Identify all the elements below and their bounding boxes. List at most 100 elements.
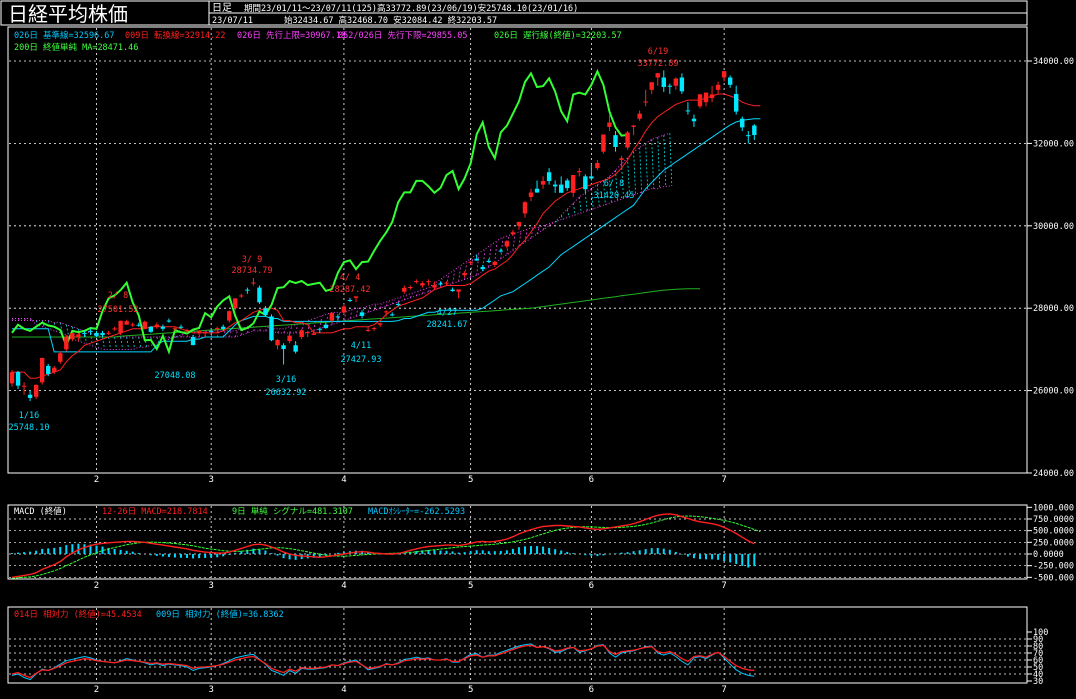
x-tick-label: 2 — [94, 685, 99, 695]
candle-body — [649, 82, 654, 90]
candle-body — [709, 94, 715, 99]
annotation-label: 4/11 — [351, 341, 371, 351]
legend-entry: 9日 単純 シグナル=481.3107 — [232, 506, 353, 517]
candle-body — [522, 202, 528, 214]
main-legend: 026日 基準線=32596.67 009日 転換線=32914.22 026日 先… — [14, 30, 622, 53]
candle-body — [565, 180, 570, 189]
legend-entry: MACDｵｼﾚｰﾀｰ=-262.5293 — [368, 507, 465, 517]
cloud-hatch — [397, 297, 401, 303]
cloud-hatch — [542, 225, 546, 231]
candle-body — [752, 125, 757, 136]
x-tick-label: 7 — [721, 685, 726, 695]
candle-body — [148, 326, 154, 332]
main-grid — [9, 28, 1026, 472]
cloud-hatch — [138, 336, 142, 348]
rsi14-line — [11, 644, 755, 679]
y-tick-label: 100 — [1033, 628, 1048, 638]
main-y-ticks: 34000.00 32000.00 30000.00 28000.00 26000.00… — [1027, 57, 1074, 479]
cloud-hatch — [645, 143, 649, 191]
candle-body — [552, 184, 558, 187]
candle-body — [311, 333, 316, 335]
cloud-hatch — [126, 336, 130, 350]
candle-body — [136, 324, 141, 326]
cloud-hatch — [65, 324, 69, 336]
cloud-hatch — [409, 293, 413, 299]
candle-body — [100, 332, 105, 336]
candle-body — [390, 314, 395, 316]
x-tick-label: 7 — [721, 581, 726, 591]
legend-entry: 12-26日 MACD=218.7814 — [102, 507, 208, 517]
cloud-hatch — [108, 336, 111, 350]
annotation-label: 2/ 8 — [108, 291, 128, 301]
annotation-value: 28734.79 — [232, 266, 273, 276]
candle-body — [595, 163, 600, 169]
cloud-hatch — [120, 336, 124, 350]
cloud-hatch — [379, 303, 383, 309]
x-tick-label: 5 — [468, 475, 473, 485]
ichimoku-cloud — [11, 132, 673, 350]
ma200-line — [12, 288, 700, 338]
cloud-hatch — [391, 299, 395, 305]
candle-body — [383, 311, 389, 313]
candle-body — [21, 385, 27, 387]
legend-entry: 014日 相対力 (終値)=45.4534 — [14, 609, 142, 620]
candle-body — [52, 367, 57, 373]
cloud-hatch — [476, 254, 480, 276]
cloud-hatch — [627, 157, 630, 197]
candle-body — [172, 328, 178, 330]
candle-body — [70, 333, 75, 340]
candle-body — [106, 332, 111, 334]
cloud-hatch — [500, 238, 504, 259]
legend-entry: 009日 相対力 (終値)=36.8362 — [156, 609, 284, 620]
bar-date: 23/07/11 — [212, 16, 253, 26]
cloud-hatch — [603, 180, 606, 206]
x-tick-label: 4 — [341, 475, 346, 485]
candle-body — [275, 339, 280, 346]
y-tick-label: 80 — [1033, 642, 1043, 652]
macd-histogram — [11, 543, 756, 568]
cloud-hatch — [452, 271, 455, 284]
candlesticks — [9, 70, 757, 401]
candle-body — [486, 260, 491, 262]
y-tick-label: 28000.00 — [1033, 304, 1074, 314]
y-tick-label: 50 — [1033, 663, 1043, 673]
cloud-hatch — [47, 320, 51, 329]
period-info: 期間23/01/11～23/07/11(125)高33772.89(23/06/… — [244, 3, 578, 14]
candle-body — [118, 320, 123, 333]
candle-body — [691, 118, 697, 122]
candle-body — [76, 334, 81, 338]
y-tick-label: 26000.00 — [1033, 387, 1074, 397]
cloud-hatch — [584, 192, 588, 212]
candle-body — [474, 258, 479, 261]
candle-body — [329, 313, 335, 321]
legend-entry: 052/026日 先行下限=29855.05 — [338, 30, 468, 41]
candle-body — [359, 312, 365, 316]
candle-body — [305, 332, 310, 334]
cloud-hatch — [609, 176, 612, 204]
candle-body — [371, 328, 377, 330]
candle-body — [655, 73, 660, 78]
candle-body — [233, 298, 238, 309]
annotation-value: 28287.42 — [330, 285, 371, 295]
candle-body — [546, 172, 552, 182]
annotation-label: 6/ 8 — [604, 179, 624, 189]
candle-body — [685, 110, 691, 112]
cloud-hatch — [277, 328, 280, 334]
candle-body — [643, 101, 648, 103]
main-panel — [7, 26, 1028, 474]
macd-grid — [9, 506, 1026, 578]
cloud-hatch — [536, 227, 540, 235]
rsi-legend: 014日 相対力 (終値)=45.4534 009日 相対力 (終値)=36.83… — [14, 609, 284, 620]
y-tick-label: 500.0000 — [1033, 527, 1074, 537]
candle-body — [245, 289, 250, 291]
rsi9-line — [11, 643, 755, 681]
candle-body — [202, 331, 208, 333]
y-tick-label: 90 — [1033, 635, 1043, 645]
candle-body — [721, 71, 727, 78]
candle-body — [583, 176, 588, 190]
legend-entry: 009日 転換線=32914.22 — [125, 30, 226, 41]
y-tick-label: 60 — [1033, 656, 1043, 666]
candle-body — [625, 132, 630, 148]
